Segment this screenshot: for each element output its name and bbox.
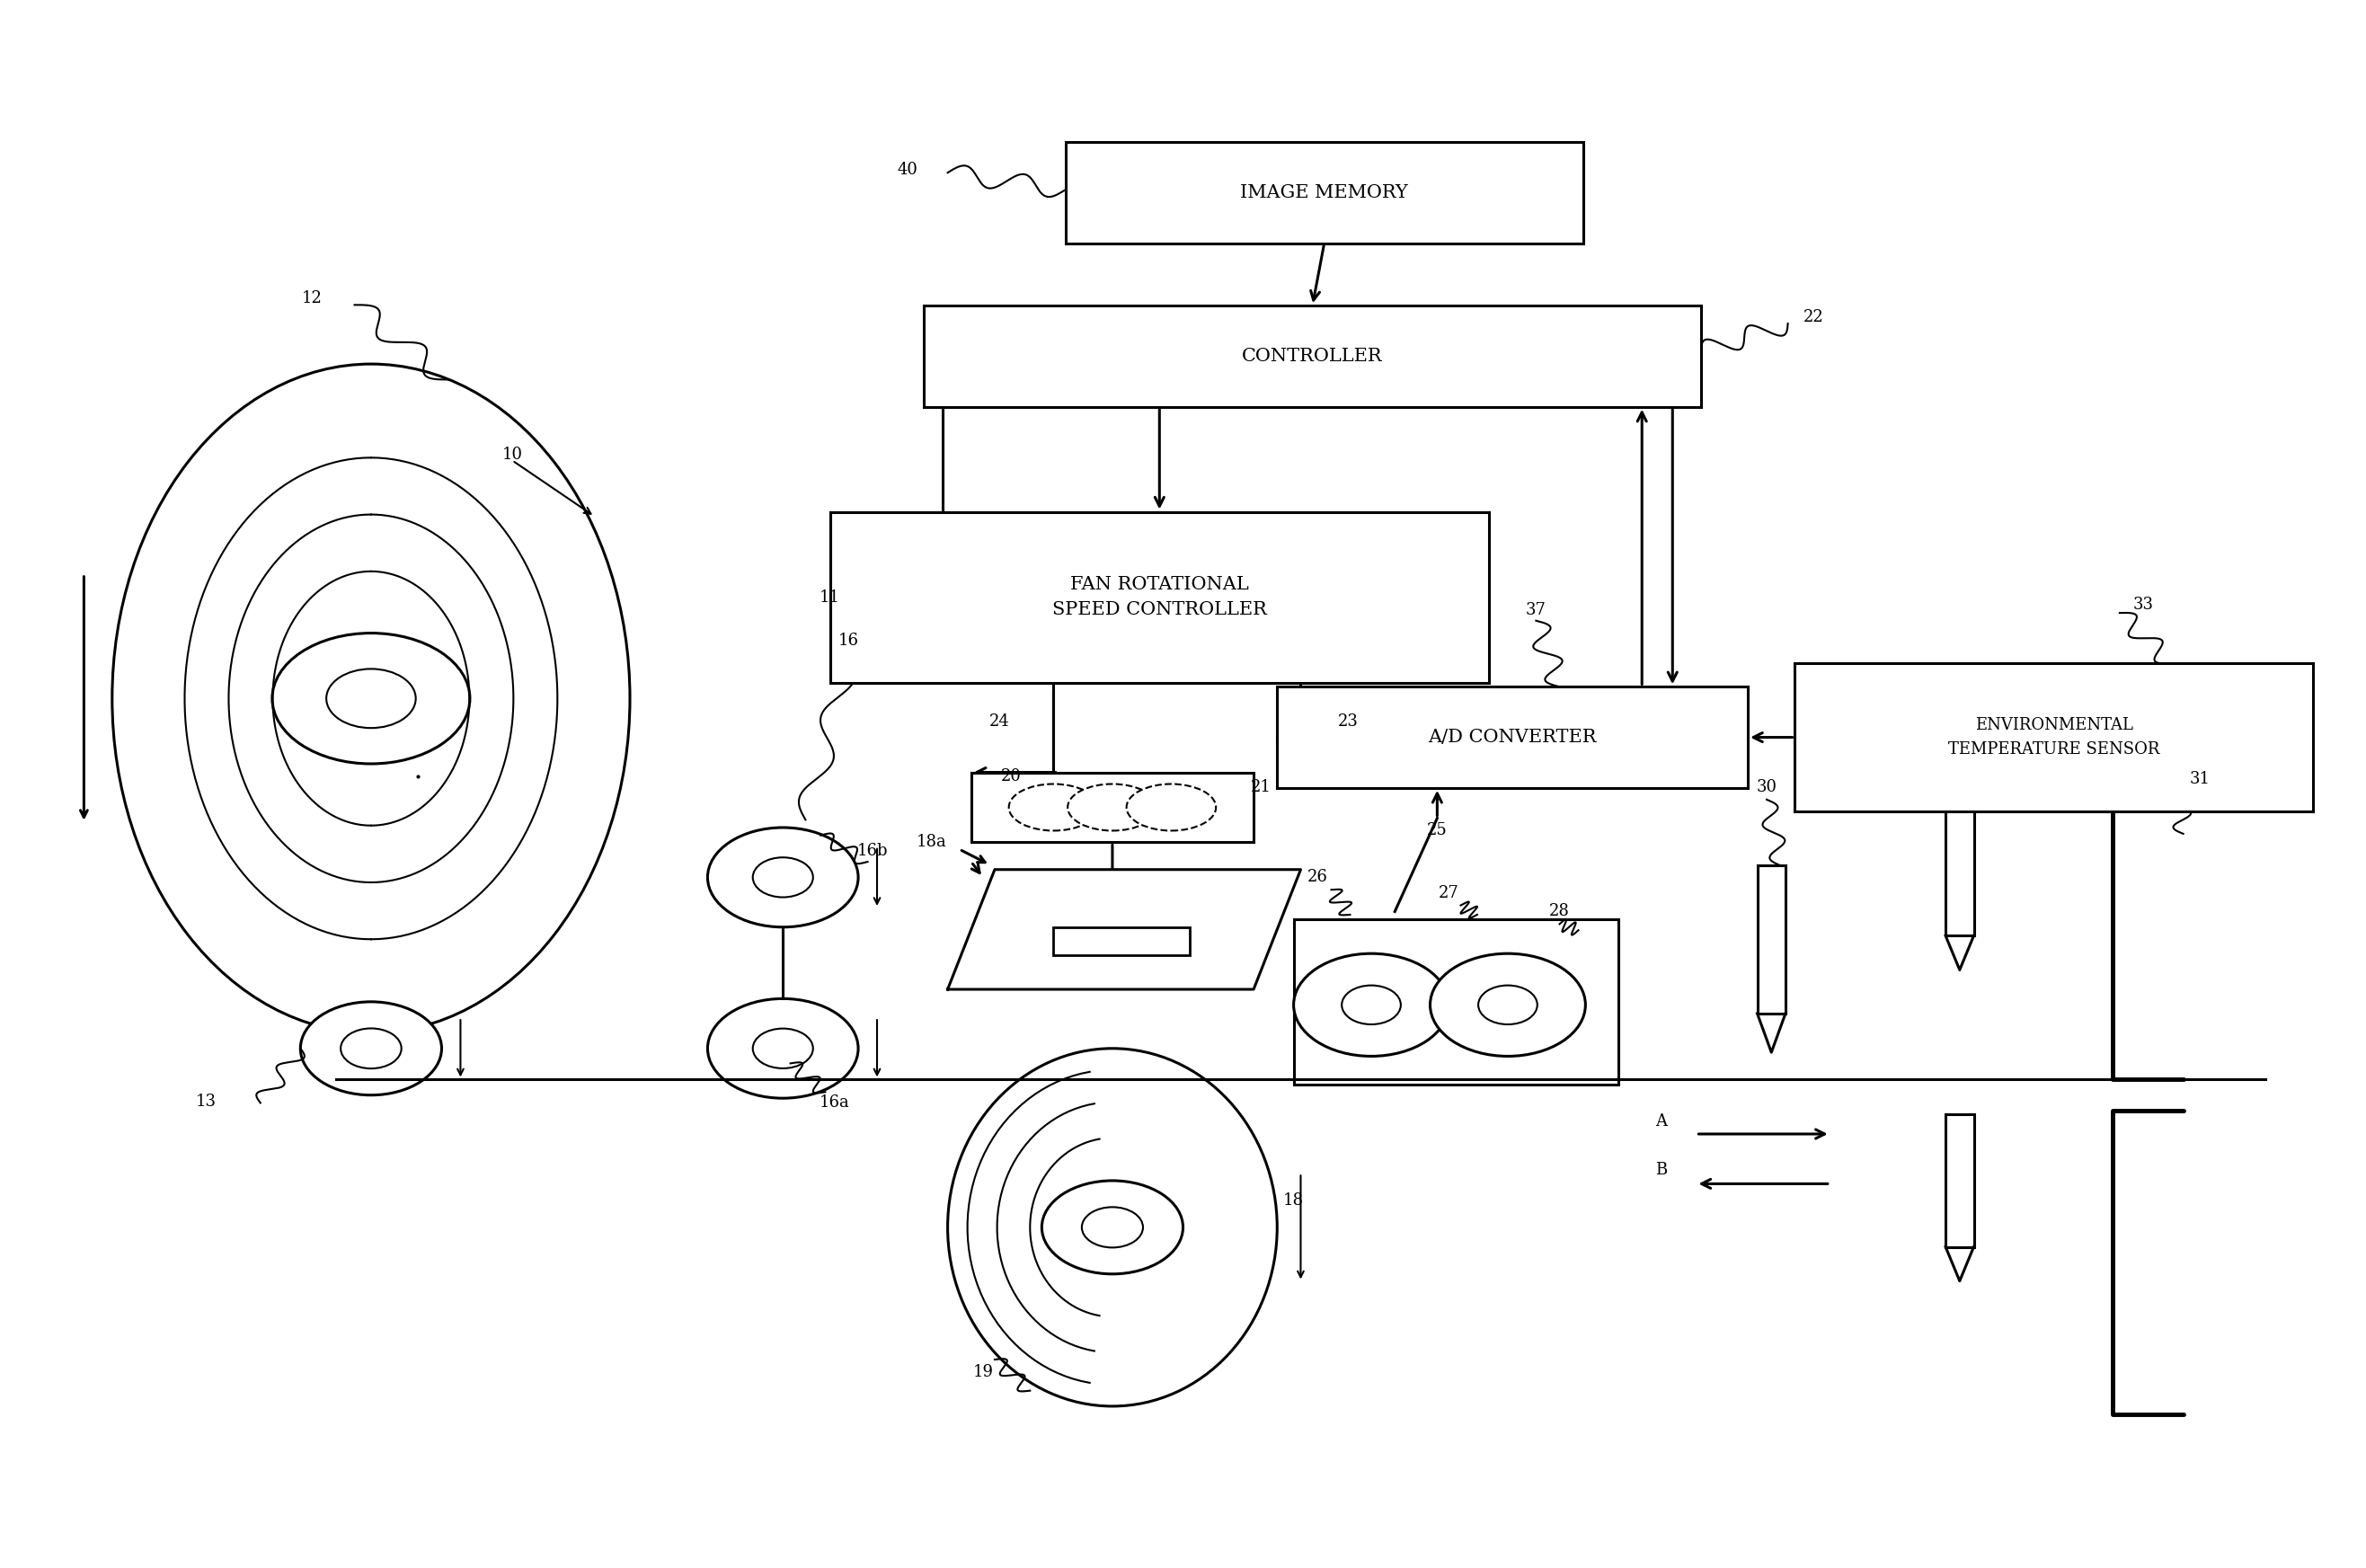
Text: 21: 21 (1249, 779, 1271, 795)
Bar (925, 306, 1701, 406)
Text: 28: 28 (1550, 903, 1569, 920)
Text: A: A (1654, 1113, 1666, 1129)
Text: ENVIRONMENTAL
TEMPERATURE SENSOR: ENVIRONMENTAL TEMPERATURE SENSOR (1947, 718, 2160, 757)
Text: 13: 13 (196, 1093, 218, 1110)
Bar (1294, 919, 1618, 1083)
Circle shape (752, 858, 814, 897)
Text: 30: 30 (1756, 779, 1777, 795)
Text: 26: 26 (1306, 869, 1327, 886)
Circle shape (300, 1002, 442, 1094)
Circle shape (327, 670, 416, 728)
Circle shape (1429, 953, 1585, 1057)
Circle shape (1081, 1207, 1143, 1248)
Text: 16b: 16b (856, 844, 887, 859)
Circle shape (752, 1029, 814, 1068)
Text: B: B (1654, 1162, 1666, 1178)
Ellipse shape (1126, 784, 1216, 831)
Text: 20: 20 (1001, 768, 1022, 784)
Circle shape (1479, 985, 1538, 1024)
Bar (830, 511, 1488, 684)
Text: A/D CONVERTER: A/D CONVERTER (1429, 729, 1597, 746)
Text: 16: 16 (838, 633, 859, 649)
Text: CONTROLLER: CONTROLLER (1242, 348, 1382, 365)
Text: 31: 31 (2189, 771, 2210, 787)
Text: 33: 33 (2132, 597, 2153, 613)
Polygon shape (949, 870, 1301, 989)
Text: 10: 10 (502, 447, 523, 463)
Text: 37: 37 (1526, 602, 1547, 618)
Ellipse shape (111, 364, 629, 1033)
Text: 19: 19 (972, 1364, 994, 1380)
Bar (970, 773, 1254, 842)
Text: 22: 22 (1803, 309, 1824, 326)
Circle shape (1342, 985, 1401, 1024)
Circle shape (272, 633, 471, 764)
Circle shape (1041, 1181, 1183, 1273)
Text: 23: 23 (1337, 713, 1358, 729)
Bar (1945, 1115, 1973, 1247)
Text: 16a: 16a (819, 1094, 849, 1112)
Text: 40: 40 (897, 162, 918, 177)
Text: 27: 27 (1439, 884, 1460, 902)
Circle shape (1294, 953, 1448, 1057)
Bar (1278, 687, 1748, 787)
Text: 24: 24 (989, 713, 1010, 729)
Text: 18a: 18a (916, 834, 946, 850)
Ellipse shape (1008, 784, 1098, 831)
Text: 11: 11 (819, 590, 840, 605)
Bar (1065, 143, 1583, 243)
Circle shape (707, 999, 859, 1098)
Text: 12: 12 (303, 290, 322, 307)
Circle shape (707, 828, 859, 927)
Ellipse shape (949, 1049, 1278, 1406)
Bar (1945, 803, 1973, 936)
Circle shape (341, 1029, 402, 1068)
Text: IMAGE MEMORY: IMAGE MEMORY (1240, 185, 1408, 201)
Ellipse shape (1067, 784, 1157, 831)
Text: FAN ROTATIONAL
SPEED CONTROLLER: FAN ROTATIONAL SPEED CONTROLLER (1053, 575, 1266, 618)
Text: 25: 25 (1427, 823, 1448, 839)
Bar (1796, 663, 2312, 811)
Text: 18: 18 (1282, 1193, 1304, 1209)
Bar (1758, 866, 1786, 1013)
Bar (1053, 927, 1190, 955)
